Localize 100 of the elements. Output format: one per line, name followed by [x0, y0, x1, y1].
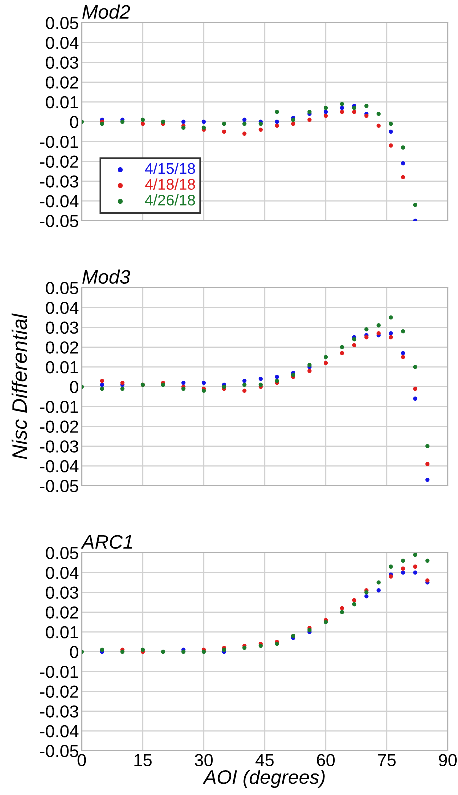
point	[352, 602, 357, 607]
y-tick-label: -0.03	[40, 176, 78, 188]
point	[388, 335, 394, 340]
y-tick-label: -0.05	[40, 745, 78, 758]
point	[388, 331, 394, 336]
point	[100, 378, 104, 384]
point	[426, 462, 430, 466]
chart-title: Mod2	[82, 4, 130, 20]
point	[388, 316, 394, 320]
legend-label: 4/18/18	[145, 178, 196, 190]
point	[140, 122, 146, 126]
point	[242, 378, 247, 384]
y-tick-label: 0	[70, 381, 79, 394]
point	[324, 106, 328, 110]
point	[401, 558, 406, 564]
y-tick-label: 0.02	[46, 606, 78, 619]
point	[376, 588, 381, 593]
point	[242, 382, 247, 388]
point	[324, 355, 328, 360]
point	[364, 327, 369, 332]
point	[401, 161, 406, 166]
point	[413, 386, 418, 392]
point	[202, 380, 206, 386]
chart-title: Mod3	[82, 270, 130, 284]
point	[324, 114, 328, 118]
y-tick-label: 0.04	[46, 36, 79, 50]
point	[401, 329, 406, 334]
point	[100, 382, 104, 388]
x-tick-label: 75	[378, 754, 396, 767]
point	[182, 120, 186, 124]
y-tick-label: 0	[70, 116, 79, 128]
y-tick-label: -0.05	[40, 215, 78, 228]
y-tick-label: -0.03	[40, 706, 78, 718]
point	[308, 118, 312, 122]
y-tick-label: -0.04	[40, 460, 79, 473]
point	[352, 110, 357, 114]
x-tick-label: 60	[317, 754, 335, 767]
point	[340, 106, 344, 110]
y-tick-label: -0.02	[40, 420, 78, 434]
point	[413, 570, 418, 575]
point	[426, 444, 430, 448]
point	[182, 380, 186, 386]
point	[275, 110, 280, 114]
point	[202, 120, 206, 124]
point	[275, 375, 280, 380]
point	[275, 120, 280, 124]
point	[413, 365, 418, 370]
chart-title: ARC1	[81, 535, 132, 550]
point	[120, 386, 125, 392]
y-tick-label: 0.04	[46, 566, 79, 580]
point	[222, 122, 226, 126]
y-tick-label: -0.04	[40, 725, 79, 738]
y-tick-label: 0.05	[46, 282, 78, 294]
point	[364, 104, 369, 108]
point	[413, 553, 418, 558]
point	[100, 386, 104, 392]
legend-label: 4/26/18	[145, 194, 196, 206]
y-tick-label: 0	[70, 646, 79, 658]
point	[340, 110, 344, 114]
point	[222, 130, 226, 134]
legend-label: 4/15/18	[145, 162, 196, 174]
point	[324, 361, 328, 366]
point	[352, 598, 357, 603]
point	[242, 118, 247, 122]
y-tick-label: -0.02	[40, 686, 78, 698]
point	[388, 130, 394, 134]
point	[413, 203, 418, 208]
y-tick-label: 0.05	[46, 547, 78, 560]
point	[275, 124, 280, 128]
point	[401, 566, 406, 571]
x-tick-label: 90	[439, 754, 457, 767]
y-tick-label: 0.01	[46, 361, 78, 374]
y-axis-title: Nisc Differential	[12, 314, 28, 460]
point	[401, 355, 406, 360]
point	[376, 124, 381, 128]
point	[308, 369, 312, 374]
point	[352, 343, 357, 348]
point	[388, 564, 394, 569]
x-tick-label: 45	[256, 754, 274, 767]
y-tick-label: 0.05	[46, 17, 78, 30]
point	[376, 112, 381, 116]
x-tick-label: 15	[134, 754, 152, 767]
y-tick-label: -0.02	[40, 156, 78, 168]
point	[426, 558, 430, 564]
y-tick-label: 0.01	[46, 96, 78, 109]
point	[364, 594, 369, 599]
point	[413, 396, 418, 401]
point	[242, 122, 247, 126]
point	[426, 478, 430, 482]
y-tick-label: 0.01	[46, 626, 78, 639]
point	[242, 388, 247, 394]
point	[401, 570, 406, 575]
y-tick-label: -0.04	[40, 195, 79, 208]
y-tick-label: 0.04	[46, 302, 79, 314]
point	[401, 351, 406, 356]
point	[401, 175, 406, 180]
y-tick-label: 0.02	[46, 342, 78, 354]
point	[258, 128, 264, 132]
point	[340, 102, 344, 106]
y-tick-label: -0.01	[40, 666, 78, 678]
